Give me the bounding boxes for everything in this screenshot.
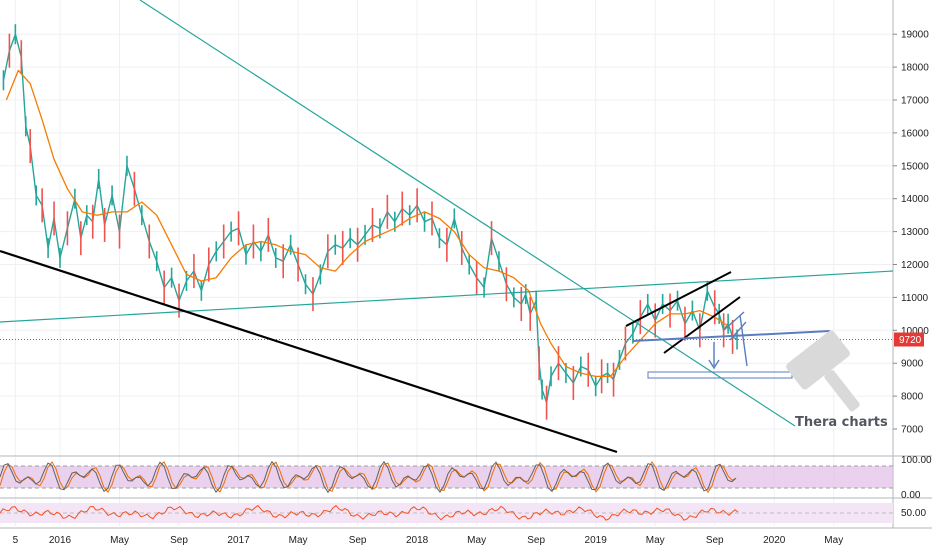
watermark: Thera charts [786, 330, 888, 430]
price-tick-label: 18000 [901, 63, 929, 74]
rsi-pane [0, 503, 893, 523]
price-tick-label: 10000 [901, 326, 929, 337]
watermark-text: Thera charts [795, 415, 888, 430]
price-tick-label: 19000 [901, 30, 929, 41]
gavel-icon [786, 330, 860, 412]
price-tick-label: 17000 [901, 96, 929, 107]
target-arrow-head [708, 359, 720, 370]
drop-arrow [739, 314, 748, 367]
time-tick-label: 5 [13, 535, 19, 546]
price-tick-label: 15000 [901, 161, 929, 172]
time-tick-label: Sep [170, 535, 188, 546]
time-tick-label: 2019 [585, 535, 608, 546]
flag-line-lower [729, 321, 747, 341]
price-tick-label: 14000 [901, 194, 929, 205]
price-tick-label: 12000 [901, 260, 929, 271]
price-tick-label: 16000 [901, 128, 929, 139]
time-tick-label: 2020 [763, 535, 786, 546]
price-tick-label: 7000 [901, 425, 924, 436]
time-tick-label: May [110, 535, 129, 546]
price-tick-label: 11000 [901, 293, 929, 304]
moving-average-line [5, 69, 730, 378]
time-axis: 5 2016 May Sep 2017 May Sep 2018 May Sep 2019 May Se… [13, 535, 844, 546]
time-tick-label: Sep [349, 535, 367, 546]
stoch-tick-label: 0.00 [901, 490, 921, 501]
main-pane [0, 24, 893, 420]
time-tick-label: May [289, 535, 308, 546]
time-tick-label: May [824, 535, 843, 546]
last-price-label: 9720 [899, 335, 922, 346]
stoch-tick-label: 100.00 [901, 455, 932, 466]
rsi-band [0, 503, 893, 523]
price-tick-label: 8000 [901, 392, 924, 403]
descending-trendline [139, 0, 796, 427]
drawings [0, 0, 894, 454]
time-tick-label: May [646, 535, 665, 546]
time-tick-label: 2016 [49, 535, 72, 546]
channel-upper-line [625, 271, 732, 327]
time-tick-label: 2017 [227, 535, 250, 546]
neckline [632, 330, 831, 342]
time-tick-label: May [467, 535, 486, 546]
price-axis: 7000 8000 9000 10000 11000 12000 13000 14000 150… [893, 30, 932, 519]
time-tick-label: Sep [706, 535, 724, 546]
stoch-line [0, 460, 737, 494]
last-price-tag [894, 332, 924, 347]
rsi-tick-label: 50.00 [901, 508, 926, 519]
time-tick-label: Sep [527, 535, 545, 546]
long-term-support-line [0, 249, 618, 454]
stochastic-pane [0, 460, 893, 494]
rsi-line [0, 504, 739, 521]
price-tick-label: 9000 [901, 359, 924, 370]
time-tick-label: 2018 [406, 535, 429, 546]
rising-support-line [0, 270, 894, 323]
channel-lower-line [663, 296, 741, 354]
price-tick-label: 13000 [901, 227, 929, 238]
stoch-signal-line [0, 461, 737, 494]
